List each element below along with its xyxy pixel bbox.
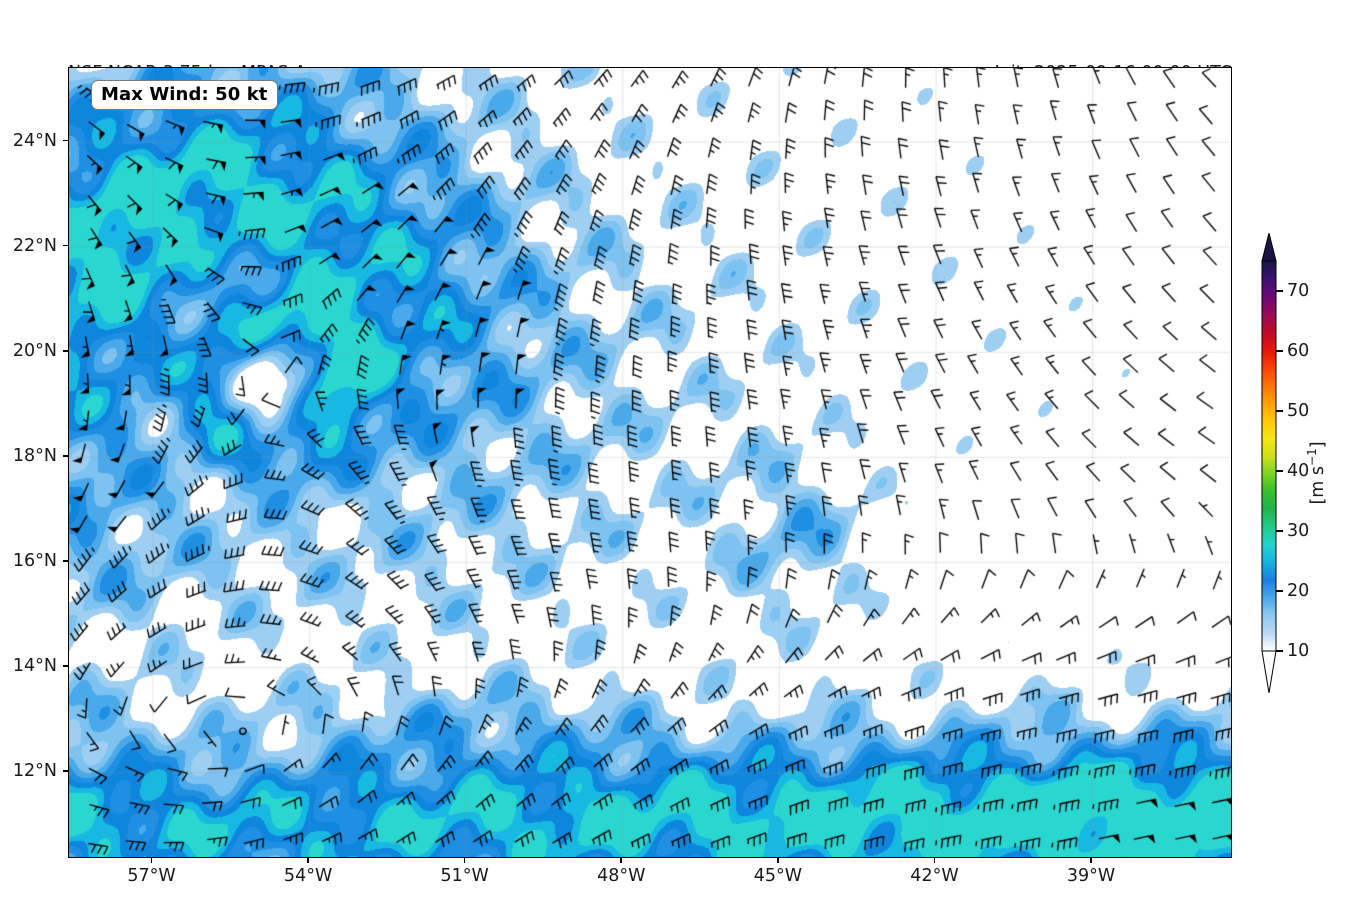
- y-tick: [63, 455, 68, 457]
- x-tick-label-48°W: 48°W: [597, 866, 646, 886]
- colorbar-tick: [1276, 590, 1283, 592]
- x-tick: [1090, 858, 1092, 863]
- y-tick: [63, 350, 68, 352]
- x-tick-label-57°W: 57°W: [127, 866, 176, 886]
- colorbar-axis-label: [m s−1]: [1305, 441, 1328, 505]
- y-tick-label-text: 18°N: [12, 445, 57, 466]
- colorbar-tick-label-70: 70: [1287, 281, 1310, 301]
- y-tick: [63, 665, 68, 667]
- y-tick-label-18°N: 18°N: [13, 446, 101, 466]
- y-tick-label-24°N: 24°N: [13, 131, 101, 151]
- wind-barb-layer: [69, 68, 1231, 857]
- y-tick-label-16°N: 16°N: [13, 551, 101, 571]
- colorbar-tick-label-10: 10: [1287, 641, 1310, 661]
- y-tick-label-12°N: 12°N: [13, 761, 101, 781]
- x-tick: [777, 858, 779, 863]
- colorbar-tick: [1276, 350, 1283, 352]
- y-tick-label-text: 16°N: [12, 551, 57, 572]
- colorbar-tick: [1276, 410, 1283, 412]
- y-tick-label-text: 24°N: [12, 130, 57, 151]
- colorbar-tick: [1276, 530, 1283, 532]
- y-tick-label-14°N: 14°N: [13, 656, 101, 676]
- colorbar-tick: [1276, 650, 1283, 652]
- y-tick: [63, 770, 68, 773]
- x-tick: [620, 858, 623, 863]
- x-tick: [933, 858, 936, 863]
- x-tick: [463, 858, 466, 863]
- x-tick: [150, 858, 153, 863]
- x-tick: [307, 858, 309, 863]
- colorbar-tick-label-20: 20: [1287, 581, 1310, 601]
- colorbar-tick: [1276, 470, 1283, 472]
- y-tick-label-20°N: 20°N: [13, 341, 101, 361]
- y-tick-label-text: 12°N: [12, 761, 57, 782]
- x-tick-label-39°W: 39°W: [1066, 866, 1116, 886]
- y-tick: [63, 244, 68, 247]
- colorbar-tick: [1276, 290, 1283, 292]
- max-wind-annotation: Max Wind: 50 kt: [91, 80, 278, 110]
- y-tick-label-text: 22°N: [12, 235, 57, 256]
- colorbar-tick-label-60: 60: [1287, 341, 1310, 361]
- y-tick: [63, 560, 68, 562]
- y-tick-label-text: 14°N: [12, 656, 57, 677]
- colorbar: 10 20 30 40 50 60 70 [m s−1]: [1256, 233, 1353, 693]
- y-tick-label-text: 20°N: [12, 340, 57, 361]
- y-tick: [63, 139, 68, 142]
- colorbar-tick-label-30: 30: [1287, 521, 1310, 541]
- y-tick-label-22°N: 22°N: [13, 236, 101, 256]
- x-tick-label-51°W: 51°W: [440, 866, 489, 886]
- x-tick-label-54°W: 54°W: [283, 866, 333, 886]
- colorbar-gradient: [1261, 233, 1277, 693]
- colorbar-tick-label-40: 40: [1287, 461, 1310, 481]
- x-tick-label-45°W: 45°W: [753, 866, 803, 886]
- colorbar-tick-label-50: 50: [1287, 401, 1310, 421]
- x-tick-label-42°W: 42°W: [910, 866, 959, 886]
- map-axes: [68, 67, 1232, 858]
